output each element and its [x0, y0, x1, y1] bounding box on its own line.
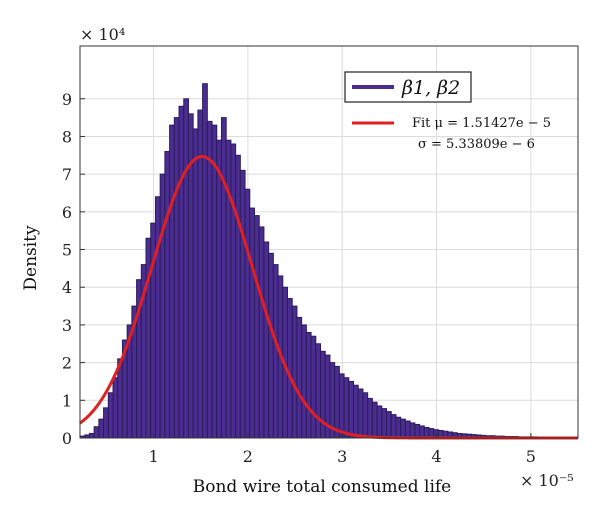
legend: β1, β2 Fit μ = 1.51427e − 5 σ = 5.33809e…: [344, 71, 551, 152]
histogram-bar: [112, 377, 119, 439]
histogram-bar: [206, 120, 213, 439]
histogram-bar: [348, 380, 355, 439]
y-tick-label: 2: [62, 354, 72, 373]
y-tick-label: 3: [62, 316, 72, 335]
y-tick-label: 6: [62, 203, 72, 222]
histogram-bar: [409, 422, 416, 439]
y-axis-ticks: 0 1 2 3 4 5 6 7 8 9: [62, 90, 85, 448]
x-tick-label: 5: [526, 447, 536, 466]
histogram-bar: [357, 388, 364, 439]
histogram-bar: [334, 365, 340, 439]
y-tick-label: 7: [62, 165, 72, 184]
histogram-bar: [154, 196, 161, 439]
histogram-bar: [173, 117, 180, 439]
x-tick-label: 1: [148, 447, 158, 466]
y-tick-label: 1: [62, 391, 72, 410]
histogram-bar: [371, 401, 378, 439]
legend-fit-line2: σ = 5.33809e − 6: [418, 137, 535, 152]
y-exponent-label: × 10⁴: [80, 25, 125, 44]
y-axis-label: Density: [21, 225, 41, 291]
y-tick-label: 9: [62, 90, 72, 109]
histogram-bar: [310, 335, 317, 439]
histogram-bar: [159, 173, 166, 439]
histogram-bar: [164, 151, 171, 439]
histogram-bar: [272, 264, 279, 439]
histogram-bar: [404, 420, 411, 439]
histogram-bar: [216, 139, 222, 439]
histogram-bar: [338, 373, 345, 439]
histogram-bar: [107, 392, 114, 439]
histogram-bar: [386, 411, 392, 439]
plot-frame: [79, 45, 579, 439]
y-tick-label: 4: [62, 278, 72, 297]
histogram-bar: [395, 416, 402, 439]
histogram-bar: [249, 207, 255, 439]
histogram-bar: [183, 98, 189, 439]
histogram-bar: [220, 117, 227, 439]
histogram-bar: [353, 384, 359, 439]
histogram-bar: [367, 397, 373, 439]
x-tick-label: 4: [431, 447, 441, 466]
histogram-bar: [268, 252, 274, 439]
histogram-bar: [103, 407, 109, 439]
histogram-bar: [169, 124, 175, 439]
x-axis-ticks: 1 2 3 4 5: [148, 433, 536, 466]
histogram-bar: [178, 105, 185, 439]
histogram-bar: [202, 83, 208, 439]
histogram-bar: [291, 305, 298, 439]
histogram-bar: [296, 316, 303, 439]
histogram-bar: [305, 331, 312, 439]
histogram-bar: [98, 418, 105, 439]
histogram-bar: [88, 432, 95, 439]
histogram-bar: [381, 408, 388, 439]
histogram-bar: [244, 188, 251, 439]
histogram-bar: [400, 418, 406, 439]
histogram-bar: [362, 392, 369, 439]
histogram-bar: [423, 426, 430, 439]
histogram-bar: [211, 124, 218, 439]
histogram-bar: [258, 226, 265, 439]
x-tick-label: 2: [243, 447, 253, 466]
histogram-bar: [301, 324, 307, 439]
histogram-bar: [315, 343, 322, 439]
histogram-bar: [414, 423, 421, 439]
histogram-bar: [230, 143, 237, 439]
histogram-bar: [287, 298, 293, 439]
histogram-bar: [419, 425, 425, 439]
histogram-bar: [239, 169, 246, 439]
y-tick-label: 0: [62, 429, 72, 448]
y-tick-label: 5: [62, 241, 72, 260]
histogram-bar: [263, 241, 270, 439]
y-tick-label: 8: [62, 127, 72, 146]
x-axis-label: Bond wire total consumed life: [193, 477, 452, 497]
histogram-bar: [235, 154, 241, 439]
histogram-bar: [197, 109, 204, 439]
histogram-bar: [253, 215, 260, 439]
x-tick-label: 3: [337, 447, 347, 466]
histogram-bar: [343, 377, 350, 439]
histogram-bar: [93, 426, 100, 439]
x-exponent-label: × 10⁻⁵: [520, 471, 574, 490]
histogram-bar: [376, 405, 383, 439]
legend-fit-line1: Fit μ = 1.51427e − 5: [412, 116, 551, 131]
histogram-bar: [192, 128, 199, 439]
histogram-bar: [390, 414, 397, 439]
legend-label-series1: β1, β2: [401, 77, 460, 99]
